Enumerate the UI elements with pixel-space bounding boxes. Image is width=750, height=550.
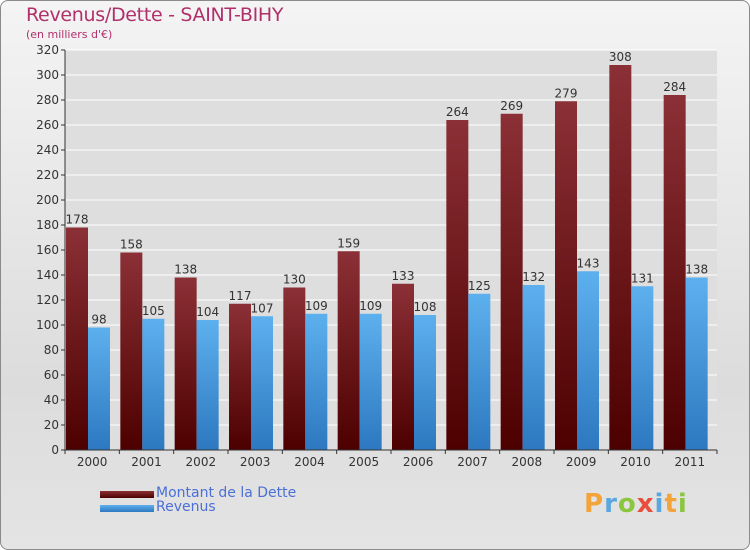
y-tick-label: 60 <box>44 368 59 382</box>
x-tick-label: 2000 <box>77 455 108 469</box>
legend-label-debt: Montant de la Dette <box>156 485 297 501</box>
y-tick-label: 180 <box>36 218 59 232</box>
data-label-revenue: 104 <box>196 305 219 319</box>
bar-debt <box>174 277 197 450</box>
bar-debt <box>392 283 414 450</box>
bar-revenue <box>305 313 328 450</box>
grid-lines <box>65 49 717 451</box>
x-tick-label: 2003 <box>240 455 271 469</box>
y-tick-label: 20 <box>44 418 59 432</box>
chart-title: Revenus/Dette - SAINT-BIHY <box>26 4 284 26</box>
logo-letter: i <box>677 489 688 519</box>
bar-revenue <box>251 316 273 450</box>
data-label-revenue: 109 <box>359 299 382 313</box>
x-tick-label: 2011 <box>675 455 706 469</box>
y-tick-label: 0 <box>51 443 59 457</box>
x-tick-label: 2005 <box>349 455 380 469</box>
logo-letter: i <box>654 489 665 519</box>
bar-revenue <box>359 313 382 450</box>
proxiti-logo: Proxiti <box>584 489 688 519</box>
bar-debt <box>337 251 360 450</box>
legend-swatch-revenue <box>100 505 154 512</box>
y-tick-label: 40 <box>44 393 59 407</box>
data-label-revenue: 105 <box>142 304 165 318</box>
bar-debt <box>446 120 469 450</box>
logo-letter: x <box>636 489 655 519</box>
y-tick-label: 300 <box>36 68 59 82</box>
bar-revenue <box>142 318 165 450</box>
legend-swatch-debt <box>100 491 154 498</box>
x-tick-label: 2001 <box>131 455 162 469</box>
data-label-debt: 279 <box>555 86 578 100</box>
data-label-debt: 138 <box>174 263 197 277</box>
x-tick-label: 2010 <box>620 455 651 469</box>
y-tick-label: 80 <box>44 343 59 357</box>
bar-revenue <box>196 320 219 450</box>
y-tick-label: 280 <box>36 93 59 107</box>
x-tick-label: 2002 <box>186 455 217 469</box>
y-tick-label: 120 <box>36 293 59 307</box>
y-tick-label: 260 <box>36 118 59 132</box>
bar-debt <box>609 65 632 450</box>
y-tick-label: 220 <box>36 168 59 182</box>
y-tick-label: 240 <box>36 143 59 157</box>
x-tick-label: 2008 <box>512 455 543 469</box>
y-tick-label: 200 <box>36 193 59 207</box>
logo-letter: P <box>584 489 605 519</box>
bar-revenue <box>577 271 599 450</box>
x-tick-label: 2006 <box>403 455 434 469</box>
bar-debt <box>120 252 143 450</box>
data-label-debt: 269 <box>500 99 523 113</box>
data-label-debt: 158 <box>120 238 143 252</box>
bar-debt <box>229 303 251 450</box>
legend-label-revenue: Revenus <box>156 499 216 515</box>
data-label-debt: 264 <box>446 105 469 119</box>
bar-debt <box>663 95 686 450</box>
logo-letter: o <box>617 489 637 519</box>
bar-revenue <box>468 293 491 450</box>
bar-debt <box>555 101 577 450</box>
bar-debt <box>283 287 306 450</box>
bar-revenue <box>631 286 654 450</box>
y-tick-label: 100 <box>36 318 59 332</box>
data-label-revenue: 98 <box>91 313 106 327</box>
bar-revenue <box>685 277 708 450</box>
y-tick-label: 140 <box>36 268 59 282</box>
logo-letter: r <box>604 489 618 519</box>
x-tick-label: 2009 <box>566 455 597 469</box>
data-label-revenue: 125 <box>468 279 491 293</box>
data-label-revenue: 107 <box>251 301 274 315</box>
bars <box>66 65 708 450</box>
data-label-revenue: 109 <box>305 299 328 313</box>
axes: 0 20 40 60 80 100 120 140 160 180 200 220 240 260 280 3… <box>36 43 718 469</box>
bar-revenue <box>414 315 436 450</box>
data-label-debt: 133 <box>392 269 415 283</box>
data-label-debt: 308 <box>609 50 632 64</box>
data-label-revenue: 138 <box>685 263 708 277</box>
bar-revenue <box>522 285 545 450</box>
x-tick-label: 2004 <box>294 455 325 469</box>
data-label-revenue: 108 <box>414 300 437 314</box>
data-label-debt: 284 <box>663 80 686 94</box>
data-label-debt: 159 <box>337 236 360 250</box>
data-label-debt: 117 <box>229 289 252 303</box>
y-tick-label: 320 <box>36 43 59 57</box>
data-label-revenue: 132 <box>522 270 545 284</box>
y-tick-label: 160 <box>36 243 59 257</box>
logo-letter: t <box>664 489 678 519</box>
bar-debt <box>66 227 88 450</box>
data-label-revenue: 131 <box>631 271 654 285</box>
bar-revenue <box>88 327 110 450</box>
chart-subtitle: (en milliers d'€) <box>26 28 113 41</box>
x-tick-label: 2007 <box>457 455 488 469</box>
data-label-debt: 130 <box>283 273 306 287</box>
data-label-revenue: 143 <box>577 256 600 270</box>
data-label-debt: 178 <box>66 213 89 227</box>
bar-debt <box>500 113 523 450</box>
